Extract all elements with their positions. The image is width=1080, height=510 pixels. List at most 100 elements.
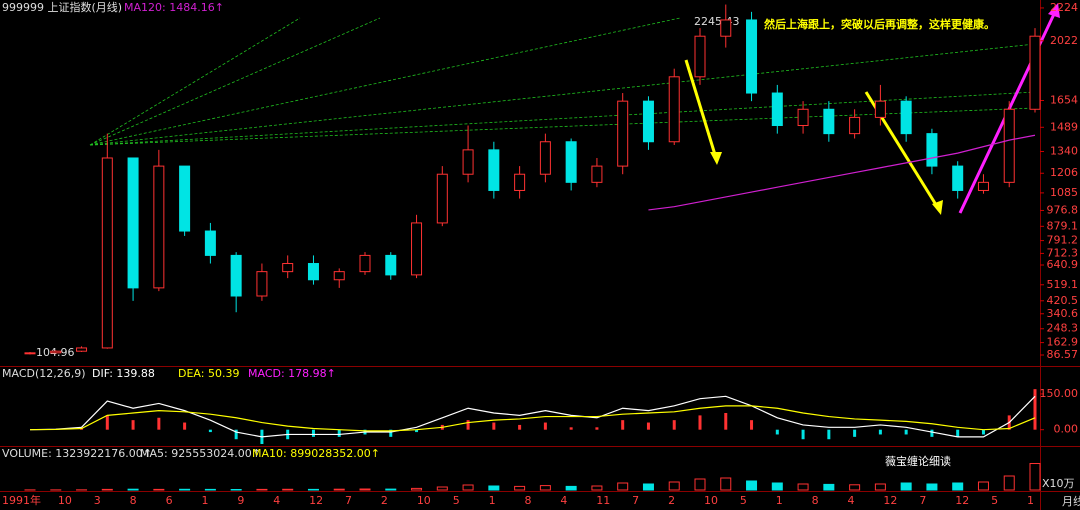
y-tick-label: 976.8 [1047, 203, 1079, 216]
x-tick-label: 6 [166, 494, 173, 507]
x-tick-label: 7 [345, 494, 352, 507]
x-tick-label: 2 [381, 494, 388, 507]
candle-body [204, 230, 216, 256]
volume-bar [411, 487, 423, 491]
x-tick-label: 10 [704, 494, 718, 507]
candle-body [101, 157, 113, 349]
x-tick-label: 4 [560, 494, 567, 507]
volume-bar [668, 481, 680, 491]
x-tick-label: 2 [668, 494, 675, 507]
title: 999999 上证指数(月线) [2, 0, 122, 14]
watermark: 薇宝缠论细读 [885, 454, 951, 468]
volume-bar [900, 482, 912, 491]
volume-bar [179, 488, 191, 491]
y-tick-label: 1085 [1050, 186, 1078, 199]
y-tick-label: 1206 [1050, 166, 1078, 179]
volume-bar [101, 488, 113, 491]
candle-body [823, 108, 835, 135]
ma5-label: MA5: 925553024.00↑ [140, 447, 261, 460]
volume-bar [565, 485, 577, 491]
y-tick-label: 2224 [1050, 1, 1078, 14]
candle-body [436, 173, 448, 224]
candle-body [127, 157, 139, 289]
y-tick-label: 712.3 [1047, 246, 1079, 259]
x-tick-label: 7 [919, 494, 926, 507]
y-tick-label: 879.1 [1047, 219, 1079, 232]
volume-bar [462, 484, 474, 491]
y-tick-label: 519.1 [1047, 278, 1079, 291]
volume-bar [694, 478, 706, 491]
volume-bar [539, 485, 551, 491]
candle-body [333, 271, 345, 281]
volume-bar [797, 483, 809, 491]
volume-bar [823, 483, 835, 491]
x-tick-label: 8 [812, 494, 819, 507]
candle-body [488, 149, 500, 191]
volume-bar [849, 484, 861, 491]
volume-title: VOLUME: 1323922176.00↑ [2, 447, 152, 460]
candle-body [617, 100, 629, 167]
x-tick-label: 9 [237, 494, 244, 507]
candle-body [926, 133, 938, 167]
dea-label: DEA: 50.39 [178, 367, 239, 380]
candle-body [385, 254, 397, 276]
y-tick-label: 791.2 [1047, 234, 1079, 247]
x-tick-label: 1 [776, 494, 783, 507]
x-tick-label: 10 [417, 494, 431, 507]
candle-body [1029, 35, 1041, 110]
volume-bar [874, 483, 886, 491]
volume-bar [514, 485, 526, 491]
x-tick-label: 5 [740, 494, 747, 507]
x-tick-label: 5 [453, 494, 460, 507]
y-tick-label: 86.57 [1047, 348, 1079, 361]
ma-label: MA120: 1484.16↑ [124, 1, 224, 14]
y-tick-label: 2022 [1050, 34, 1078, 47]
x-tick-label: 8 [525, 494, 532, 507]
x-tick-label: 10 [58, 494, 72, 507]
candle-body [462, 149, 474, 175]
y-tick-label: 0.00 [1054, 423, 1079, 436]
candle-body [771, 92, 783, 127]
y-tick-label: 150.00 [1040, 387, 1079, 400]
volume-bar [153, 488, 165, 491]
candle-body [720, 19, 732, 37]
volume-bar [926, 483, 938, 491]
volume-bar [230, 489, 242, 491]
volume-bar [591, 485, 603, 491]
x-tick-label: 1 [489, 494, 496, 507]
candle-body [874, 100, 886, 118]
candle-body [153, 165, 165, 289]
macd-label: MACD: 178.98↑ [248, 367, 336, 380]
candle-body [514, 173, 526, 191]
volume-bar [359, 488, 371, 491]
period-label: 月线 [1062, 494, 1080, 508]
x-tick-label: 3 [94, 494, 101, 507]
volume-bar [256, 488, 268, 491]
volume-bar [333, 488, 345, 491]
candle-body [256, 271, 268, 297]
y-tick-label: 248.3 [1047, 322, 1079, 335]
candle-body [977, 181, 989, 191]
volume-bar [307, 488, 319, 491]
ma120-line [648, 134, 1036, 211]
candle-body [359, 254, 371, 273]
y-tick-label: 1340 [1050, 144, 1078, 157]
macd-title: MACD(12,26,9) [2, 367, 86, 380]
volume-bar [1029, 463, 1041, 491]
x-tick-label: 12 [309, 494, 323, 507]
candle-body [668, 76, 680, 143]
y-tick-label: 1654 [1050, 94, 1078, 107]
x-tick-label: 4 [848, 494, 855, 507]
candle-body [565, 141, 577, 183]
candle-body [900, 100, 912, 135]
x-tick-label: 5 [991, 494, 998, 507]
volume-bar [720, 477, 732, 491]
unit-label: X10万 [1042, 477, 1075, 490]
y-tick-label: 640.9 [1047, 258, 1079, 271]
candle-body [76, 347, 88, 352]
x-tick-label: 4 [273, 494, 280, 507]
candle-body [282, 263, 294, 273]
ma10-label: MA10: 899028352.00↑ [252, 447, 380, 460]
volume-bar [282, 488, 294, 491]
